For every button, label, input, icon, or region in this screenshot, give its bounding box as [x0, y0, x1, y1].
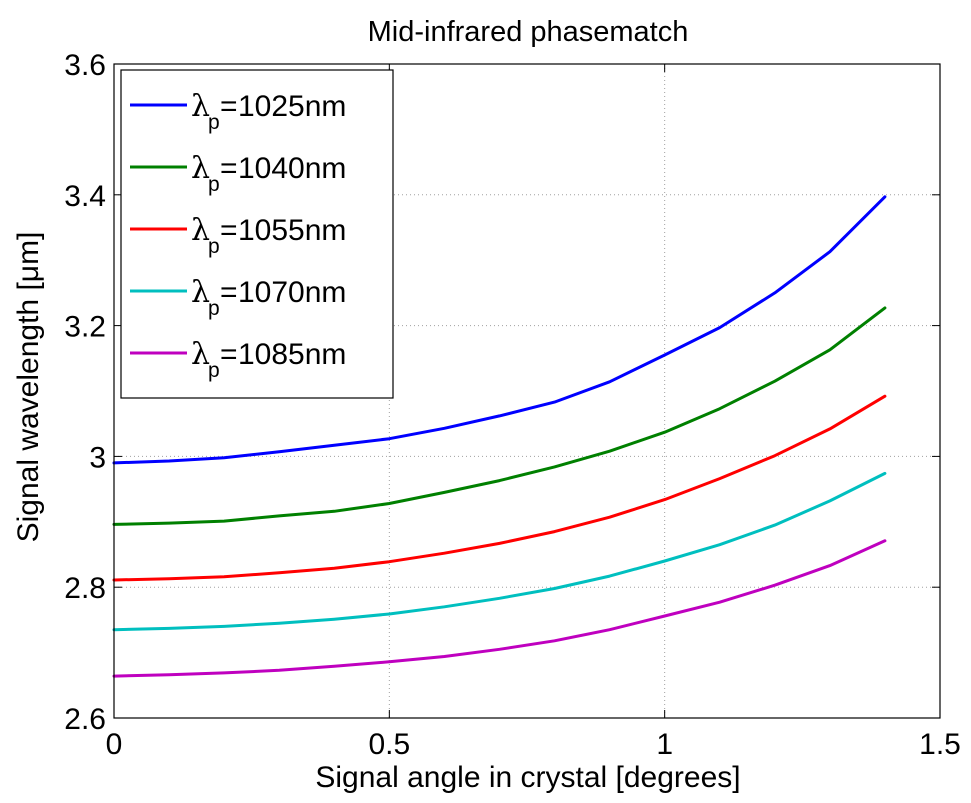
- legend-symbol: λ: [191, 151, 210, 186]
- legend-label: 1070nm: [238, 276, 346, 309]
- y-tick-label: 2.6: [64, 703, 106, 736]
- legend-subscript: p: [208, 173, 220, 196]
- legend-subscript: p: [208, 111, 220, 134]
- legend-equals: =: [220, 214, 238, 247]
- y-tick-label: 2.8: [64, 572, 106, 605]
- series-line: [112, 539, 887, 678]
- legend-equals: =: [220, 152, 238, 185]
- y-tick-label: 3.4: [64, 180, 106, 213]
- y-tick-label: 3.6: [64, 49, 106, 82]
- y-tick-label: 3: [89, 441, 106, 474]
- axes-frame: [113, 63, 941, 719]
- x-tick-label: 0.5: [368, 728, 410, 761]
- legend-equals: =: [220, 276, 238, 309]
- legend-box: [120, 69, 394, 399]
- legend-equals: =: [220, 338, 238, 371]
- legend-symbol: λ: [191, 275, 210, 310]
- series-line: [112, 195, 887, 465]
- series-line: [112, 394, 887, 582]
- x-axis-label: Signal angle in crystal [degrees]: [315, 761, 740, 794]
- chart-title: Mid-infrared phasematch: [368, 16, 689, 48]
- legend-subscript: p: [208, 297, 220, 320]
- series-line: [112, 471, 887, 632]
- legend-label: 1085nm: [238, 338, 346, 371]
- y-axis-label: Signal wavelength [μm]: [12, 232, 45, 543]
- legend-label: 1055nm: [238, 214, 346, 247]
- legend-equals: =: [220, 90, 238, 123]
- legend-subscript: p: [208, 359, 220, 382]
- legend-symbol: λ: [191, 213, 210, 248]
- series-line: [112, 306, 887, 526]
- legend-label: 1040nm: [238, 152, 346, 185]
- legend-subscript: p: [208, 235, 220, 258]
- y-tick-label: 3.2: [64, 311, 106, 344]
- legend-symbol: λ: [191, 89, 210, 124]
- x-tick-label: 1.5: [919, 728, 961, 761]
- x-tick-label: 0: [106, 728, 123, 761]
- x-tick-label: 1: [656, 728, 673, 761]
- legend-symbol: λ: [191, 337, 210, 372]
- legend-label: 1025nm: [238, 90, 346, 123]
